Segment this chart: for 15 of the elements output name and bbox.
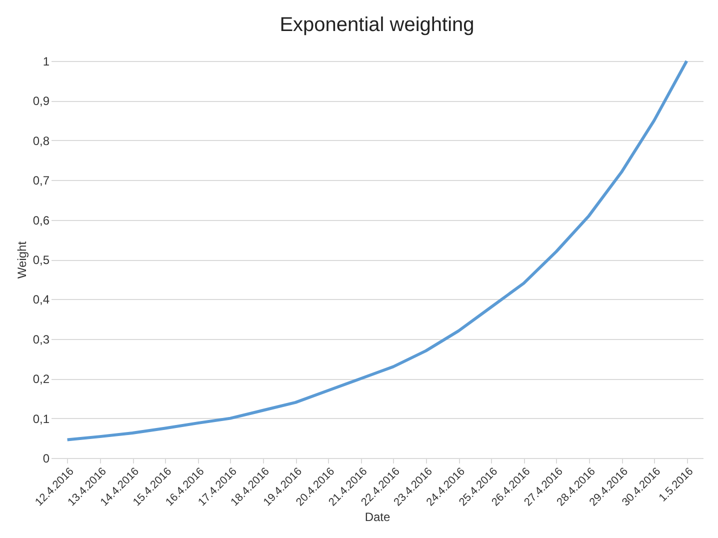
y-tick-label: 0,1 xyxy=(32,412,50,426)
y-axis-title: Weight xyxy=(14,240,29,279)
chart-title: Exponential weighting xyxy=(280,14,474,36)
y-tick-label: 0,7 xyxy=(32,174,50,188)
y-tick-label: 0,4 xyxy=(32,292,50,307)
y-tick-label: 0,8 xyxy=(32,134,50,148)
line-series xyxy=(66,60,688,442)
x-axis-title: Date xyxy=(364,510,390,524)
y-tick-label: 0,2 xyxy=(32,372,50,386)
y-tick-label: 0 xyxy=(42,452,50,466)
y-tick-label: 0,6 xyxy=(32,213,50,228)
y-tick-label: 1 xyxy=(42,54,50,68)
y-tick-label: 0,3 xyxy=(32,332,50,346)
y-tick-label: 0,5 xyxy=(32,253,50,267)
y-tick-label: 0,9 xyxy=(32,94,50,108)
